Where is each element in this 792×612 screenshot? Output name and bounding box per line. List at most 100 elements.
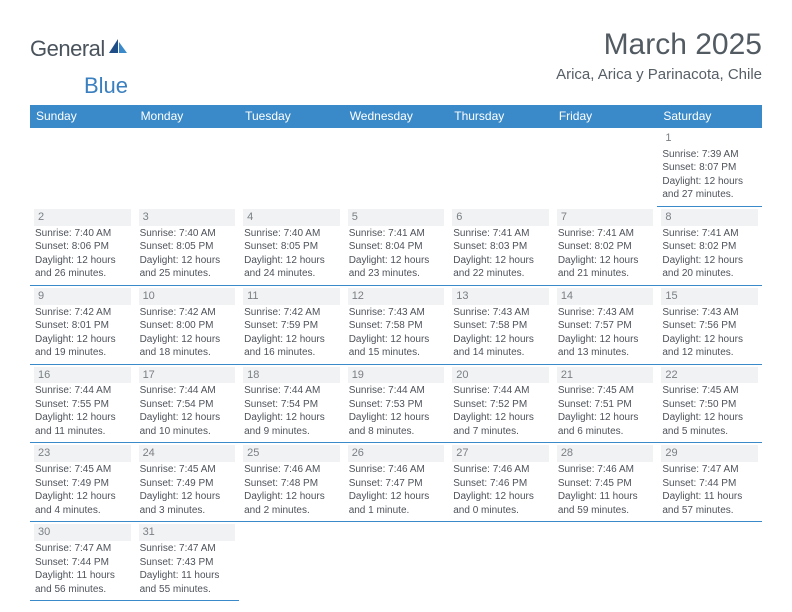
sunset-text: Sunset: 7:44 PM bbox=[661, 477, 758, 491]
sunrise-text: Sunrise: 7:46 AM bbox=[557, 463, 654, 477]
day-number: 11 bbox=[243, 288, 340, 305]
sunset-text: Sunset: 8:05 PM bbox=[243, 240, 340, 254]
day-number: 16 bbox=[34, 367, 131, 384]
daylight-text: and 2 minutes. bbox=[243, 504, 340, 518]
daylight-text: and 22 minutes. bbox=[452, 267, 549, 281]
calendar-cell bbox=[239, 128, 344, 207]
calendar-cell: 13Sunrise: 7:43 AMSunset: 7:58 PMDayligh… bbox=[448, 286, 553, 365]
sunset-text: Sunset: 7:56 PM bbox=[661, 319, 758, 333]
sunrise-text: Sunrise: 7:42 AM bbox=[139, 306, 236, 320]
sunset-text: Sunset: 7:51 PM bbox=[557, 398, 654, 412]
daylight-text: Daylight: 11 hours bbox=[34, 569, 131, 583]
calendar-cell: 31Sunrise: 7:47 AMSunset: 7:43 PMDayligh… bbox=[135, 522, 240, 601]
calendar-cell: 19Sunrise: 7:44 AMSunset: 7:53 PMDayligh… bbox=[344, 365, 449, 444]
sunrise-text: Sunrise: 7:44 AM bbox=[139, 384, 236, 398]
sunset-text: Sunset: 7:54 PM bbox=[139, 398, 236, 412]
sunrise-text: Sunrise: 7:45 AM bbox=[661, 384, 758, 398]
calendar-cell: 24Sunrise: 7:45 AMSunset: 7:49 PMDayligh… bbox=[135, 443, 240, 522]
daylight-text: and 11 minutes. bbox=[34, 425, 131, 439]
weekday-header: Wednesday bbox=[344, 105, 449, 128]
sunset-text: Sunset: 7:59 PM bbox=[243, 319, 340, 333]
calendar-cell: 1Sunrise: 7:39 AMSunset: 8:07 PMDaylight… bbox=[657, 128, 762, 207]
calendar-cell: 8Sunrise: 7:41 AMSunset: 8:02 PMDaylight… bbox=[657, 207, 762, 286]
sunrise-text: Sunrise: 7:47 AM bbox=[661, 463, 758, 477]
weekday-header: Thursday bbox=[448, 105, 553, 128]
calendar-cell: 11Sunrise: 7:42 AMSunset: 7:59 PMDayligh… bbox=[239, 286, 344, 365]
weekday-header: Monday bbox=[135, 105, 240, 128]
daylight-text: Daylight: 12 hours bbox=[139, 254, 236, 268]
calendar-cell: 5Sunrise: 7:41 AMSunset: 8:04 PMDaylight… bbox=[344, 207, 449, 286]
calendar-cell bbox=[448, 128, 553, 207]
calendar-cell: 7Sunrise: 7:41 AMSunset: 8:02 PMDaylight… bbox=[553, 207, 658, 286]
sunset-text: Sunset: 8:00 PM bbox=[139, 319, 236, 333]
sunrise-text: Sunrise: 7:45 AM bbox=[557, 384, 654, 398]
day-number: 20 bbox=[452, 367, 549, 384]
daylight-text: Daylight: 12 hours bbox=[243, 490, 340, 504]
day-number: 8 bbox=[661, 209, 758, 226]
day-number: 17 bbox=[139, 367, 236, 384]
daylight-text: Daylight: 12 hours bbox=[557, 411, 654, 425]
sunset-text: Sunset: 7:50 PM bbox=[661, 398, 758, 412]
calendar-cell bbox=[553, 128, 658, 207]
title-block: March 2025 Arica, Arica y Parinacota, Ch… bbox=[556, 28, 762, 83]
daylight-text: Daylight: 12 hours bbox=[348, 490, 445, 504]
sunset-text: Sunset: 8:01 PM bbox=[34, 319, 131, 333]
sunset-text: Sunset: 8:02 PM bbox=[557, 240, 654, 254]
sunset-text: Sunset: 7:54 PM bbox=[243, 398, 340, 412]
sunset-text: Sunset: 8:07 PM bbox=[661, 161, 758, 175]
day-number: 19 bbox=[348, 367, 445, 384]
daylight-text: and 7 minutes. bbox=[452, 425, 549, 439]
calendar-cell: 23Sunrise: 7:45 AMSunset: 7:49 PMDayligh… bbox=[30, 443, 135, 522]
sunset-text: Sunset: 8:03 PM bbox=[452, 240, 549, 254]
daylight-text: and 1 minute. bbox=[348, 504, 445, 518]
daylight-text: and 21 minutes. bbox=[557, 267, 654, 281]
daylight-text: and 20 minutes. bbox=[661, 267, 758, 281]
weekday-header: Friday bbox=[553, 105, 658, 128]
daylight-text: Daylight: 12 hours bbox=[139, 411, 236, 425]
sunset-text: Sunset: 7:57 PM bbox=[557, 319, 654, 333]
daylight-text: and 10 minutes. bbox=[139, 425, 236, 439]
day-number: 18 bbox=[243, 367, 340, 384]
sunset-text: Sunset: 7:58 PM bbox=[348, 319, 445, 333]
weekday-header: Sunday bbox=[30, 105, 135, 128]
sunrise-text: Sunrise: 7:44 AM bbox=[243, 384, 340, 398]
sunrise-text: Sunrise: 7:42 AM bbox=[243, 306, 340, 320]
daylight-text: Daylight: 12 hours bbox=[661, 333, 758, 347]
daylight-text: Daylight: 12 hours bbox=[348, 333, 445, 347]
sunrise-text: Sunrise: 7:44 AM bbox=[348, 384, 445, 398]
page-subtitle: Arica, Arica y Parinacota, Chile bbox=[556, 66, 762, 83]
day-number: 6 bbox=[452, 209, 549, 226]
sunset-text: Sunset: 7:48 PM bbox=[243, 477, 340, 491]
calendar-cell: 25Sunrise: 7:46 AMSunset: 7:48 PMDayligh… bbox=[239, 443, 344, 522]
calendar-cell: 18Sunrise: 7:44 AMSunset: 7:54 PMDayligh… bbox=[239, 365, 344, 444]
sunrise-text: Sunrise: 7:41 AM bbox=[452, 227, 549, 241]
sunset-text: Sunset: 7:58 PM bbox=[452, 319, 549, 333]
calendar-cell: 30Sunrise: 7:47 AMSunset: 7:44 PMDayligh… bbox=[30, 522, 135, 601]
daylight-text: Daylight: 12 hours bbox=[557, 254, 654, 268]
daylight-text: Daylight: 12 hours bbox=[34, 254, 131, 268]
day-number: 1 bbox=[661, 130, 758, 147]
sunrise-text: Sunrise: 7:40 AM bbox=[243, 227, 340, 241]
daylight-text: Daylight: 12 hours bbox=[348, 254, 445, 268]
daylight-text: and 19 minutes. bbox=[34, 346, 131, 360]
daylight-text: and 5 minutes. bbox=[661, 425, 758, 439]
day-number: 7 bbox=[557, 209, 654, 226]
sunrise-text: Sunrise: 7:43 AM bbox=[348, 306, 445, 320]
sunrise-text: Sunrise: 7:46 AM bbox=[452, 463, 549, 477]
sunset-text: Sunset: 8:06 PM bbox=[34, 240, 131, 254]
calendar-cell: 17Sunrise: 7:44 AMSunset: 7:54 PMDayligh… bbox=[135, 365, 240, 444]
sunrise-text: Sunrise: 7:45 AM bbox=[139, 463, 236, 477]
sunrise-text: Sunrise: 7:46 AM bbox=[243, 463, 340, 477]
daylight-text: Daylight: 12 hours bbox=[557, 333, 654, 347]
sunrise-text: Sunrise: 7:41 AM bbox=[661, 227, 758, 241]
day-number: 13 bbox=[452, 288, 549, 305]
calendar-cell: 20Sunrise: 7:44 AMSunset: 7:52 PMDayligh… bbox=[448, 365, 553, 444]
sunrise-text: Sunrise: 7:40 AM bbox=[139, 227, 236, 241]
calendar-cell bbox=[553, 522, 658, 601]
sunset-text: Sunset: 7:43 PM bbox=[139, 556, 236, 570]
daylight-text: and 8 minutes. bbox=[348, 425, 445, 439]
day-number: 15 bbox=[661, 288, 758, 305]
calendar-header-row: Sunday Monday Tuesday Wednesday Thursday… bbox=[30, 105, 762, 128]
day-number: 30 bbox=[34, 524, 131, 541]
day-number: 29 bbox=[661, 445, 758, 462]
